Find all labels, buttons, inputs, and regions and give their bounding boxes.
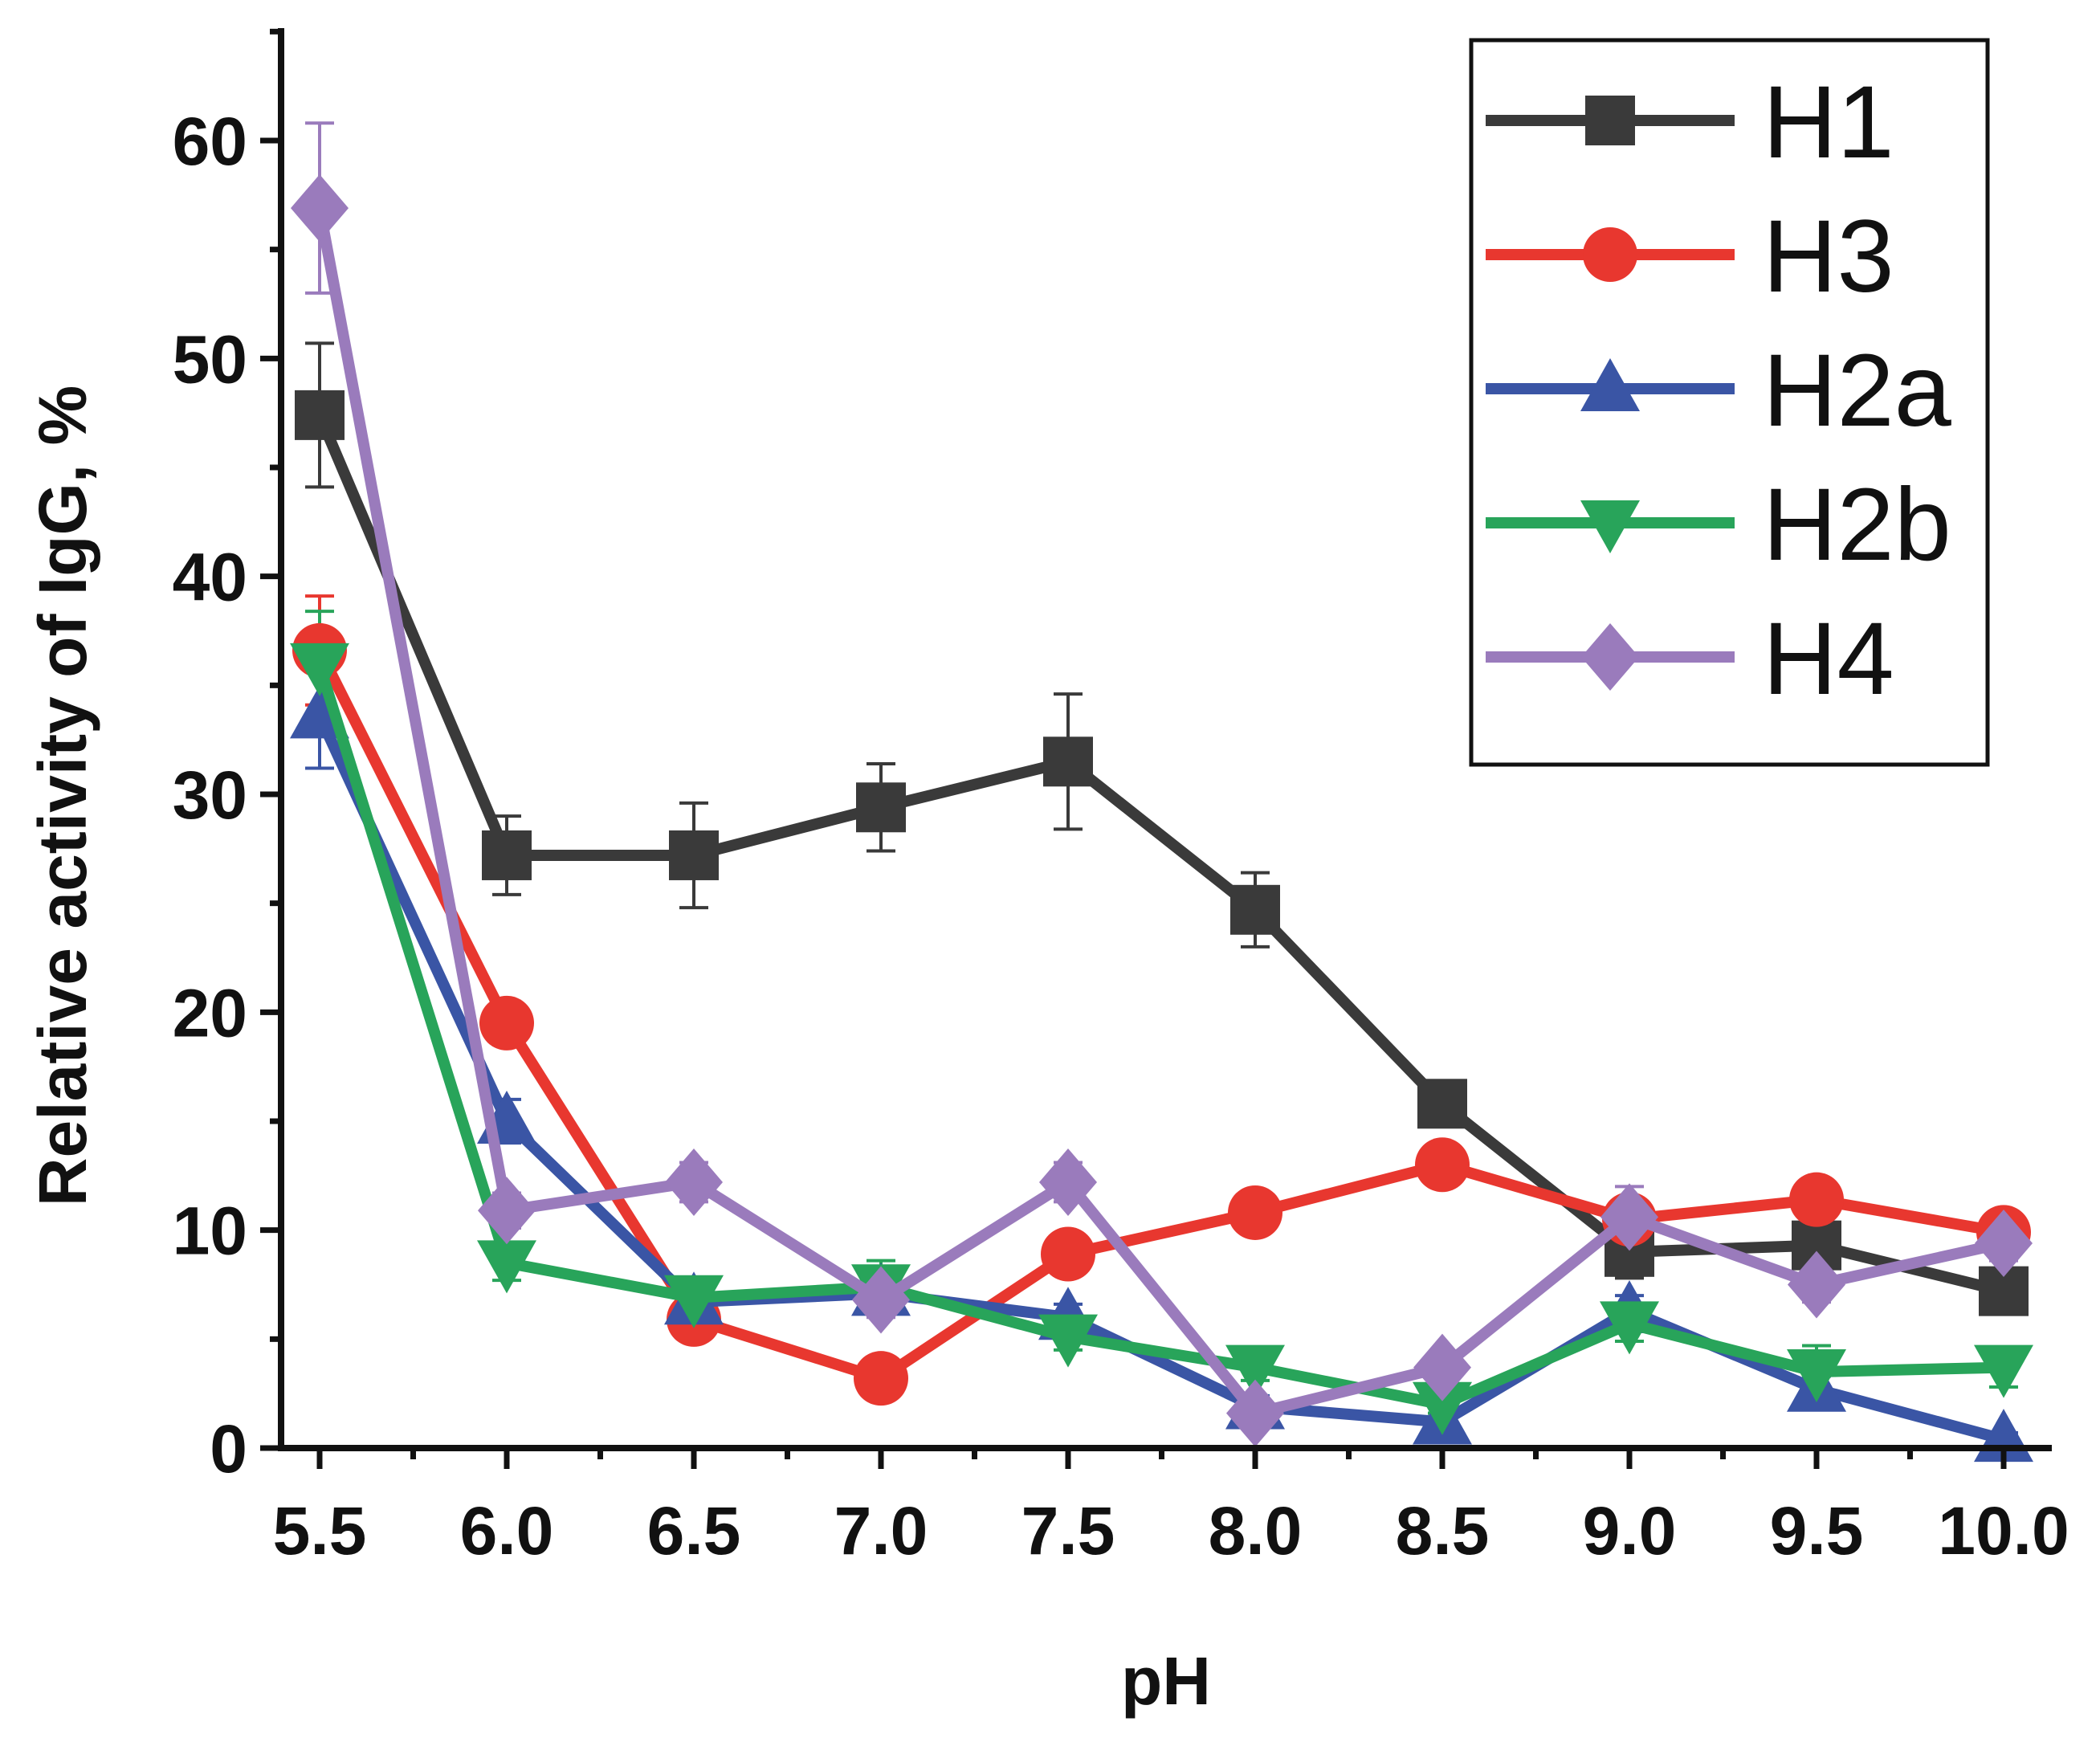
- x-tick-label: 8.5: [1396, 1493, 1490, 1569]
- legend-item-h2b: H2b: [1486, 467, 1951, 582]
- series-line-h4: [314, 206, 2005, 1419]
- x-tick-label: 7.0: [834, 1493, 928, 1569]
- data-point-h4: [1039, 1148, 1097, 1216]
- legend: H1 H3 H2a H2b H4: [1469, 38, 1990, 767]
- data-point-h2b: [1413, 1381, 1472, 1435]
- series-line-h3: [314, 647, 2005, 1385]
- legend-label-h4: H4: [1763, 602, 1894, 716]
- x-tick-label: 9.0: [1583, 1493, 1677, 1569]
- y-tick-label: 0: [210, 1411, 247, 1487]
- y-tick-label: 60: [173, 104, 247, 179]
- y-tick-label: 10: [173, 1193, 247, 1269]
- data-point-h4: [852, 1266, 910, 1334]
- data-point-h4: [1975, 1209, 2033, 1277]
- data-point-h1: [1230, 884, 1280, 935]
- data-point-h4: [665, 1148, 723, 1216]
- data-point-h4: [1788, 1250, 1845, 1319]
- legend-box: [1469, 38, 1990, 767]
- data-point-h2b: [1600, 1301, 1659, 1355]
- series-h2a: [290, 685, 2033, 1463]
- y-tick-label: 50: [173, 321, 247, 397]
- legend-marker-h2a: [1580, 358, 1640, 411]
- data-point-h2b: [664, 1275, 724, 1328]
- x-axis-title: pH: [1121, 1643, 1211, 1719]
- y-axis-title: Relative activity of IgG, %: [25, 386, 100, 1206]
- data-point-h2b: [477, 1240, 536, 1294]
- legend-item-h1: H1: [1486, 65, 1894, 180]
- data-point-h3: [1789, 1172, 1844, 1227]
- legend-label-h2b: H2b: [1763, 467, 1951, 582]
- legend-item-h3: H3: [1486, 199, 1894, 314]
- x-tick-label: 8.0: [1209, 1493, 1303, 1569]
- x-tick-label: 6.5: [647, 1493, 741, 1569]
- data-point-h1: [295, 390, 345, 440]
- data-point-h3: [479, 995, 534, 1051]
- x-tick-label: 6.0: [460, 1493, 554, 1569]
- data-point-h2b: [1038, 1314, 1098, 1368]
- legend-marker-h4: [1581, 623, 1639, 691]
- data-point-h3: [1415, 1137, 1470, 1193]
- x-tick-label: 7.5: [1021, 1493, 1115, 1569]
- axes-layer: [260, 28, 2052, 1469]
- data-point-h2b: [1787, 1349, 1846, 1403]
- data-point-h4: [1226, 1379, 1284, 1447]
- series-h2b: [290, 643, 2033, 1435]
- data-point-h2b: [290, 643, 349, 696]
- data-point-h3: [1041, 1226, 1095, 1282]
- data-point-h1: [1043, 736, 1093, 787]
- x-tick-label: 5.5: [273, 1493, 367, 1569]
- series-line-h2b: [314, 663, 2004, 1410]
- y-tick-label: 20: [173, 975, 247, 1051]
- x-tick-label: 10.0: [1938, 1493, 2069, 1569]
- data-point-h4: [1600, 1183, 1658, 1251]
- data-point-h4: [1413, 1333, 1471, 1401]
- data-point-h1: [482, 830, 532, 880]
- legend-label-h1: H1: [1763, 65, 1894, 180]
- data-point-h3: [1228, 1185, 1282, 1240]
- legend-marker-h2b: [1580, 500, 1640, 553]
- data-point-h3: [854, 1351, 908, 1406]
- data-point-h2b: [1974, 1344, 2033, 1398]
- legend-label-h3: H3: [1763, 199, 1894, 314]
- data-point-h1: [1417, 1079, 1467, 1129]
- data-point-h4: [291, 174, 349, 243]
- y-tick-label: 40: [173, 540, 247, 615]
- legend-item-h2a: H2a: [1486, 333, 1952, 448]
- series-layer: [290, 174, 2033, 1463]
- legend-label-h2a: H2a: [1763, 333, 1952, 448]
- data-point-h1: [856, 782, 906, 833]
- data-point-h2b: [1225, 1344, 1285, 1398]
- data-point-h1: [669, 830, 719, 880]
- legend-marker-h3: [1583, 227, 1637, 282]
- data-point-h4: [478, 1177, 536, 1245]
- legend-marker-h1: [1585, 96, 1635, 145]
- tick-labels-layer: 0 10 20 30 40 50 60 5.5 6.0 6.5 7.0 7.5 8.0 8.5 9.0 9.5…: [173, 104, 2069, 1569]
- legend-item-h4: H4: [1486, 602, 1894, 716]
- series-line-h2a: [314, 713, 2005, 1445]
- y-tick-label: 30: [173, 757, 247, 833]
- series-h4: [291, 174, 2033, 1447]
- x-tick-label: 9.5: [1770, 1493, 1864, 1569]
